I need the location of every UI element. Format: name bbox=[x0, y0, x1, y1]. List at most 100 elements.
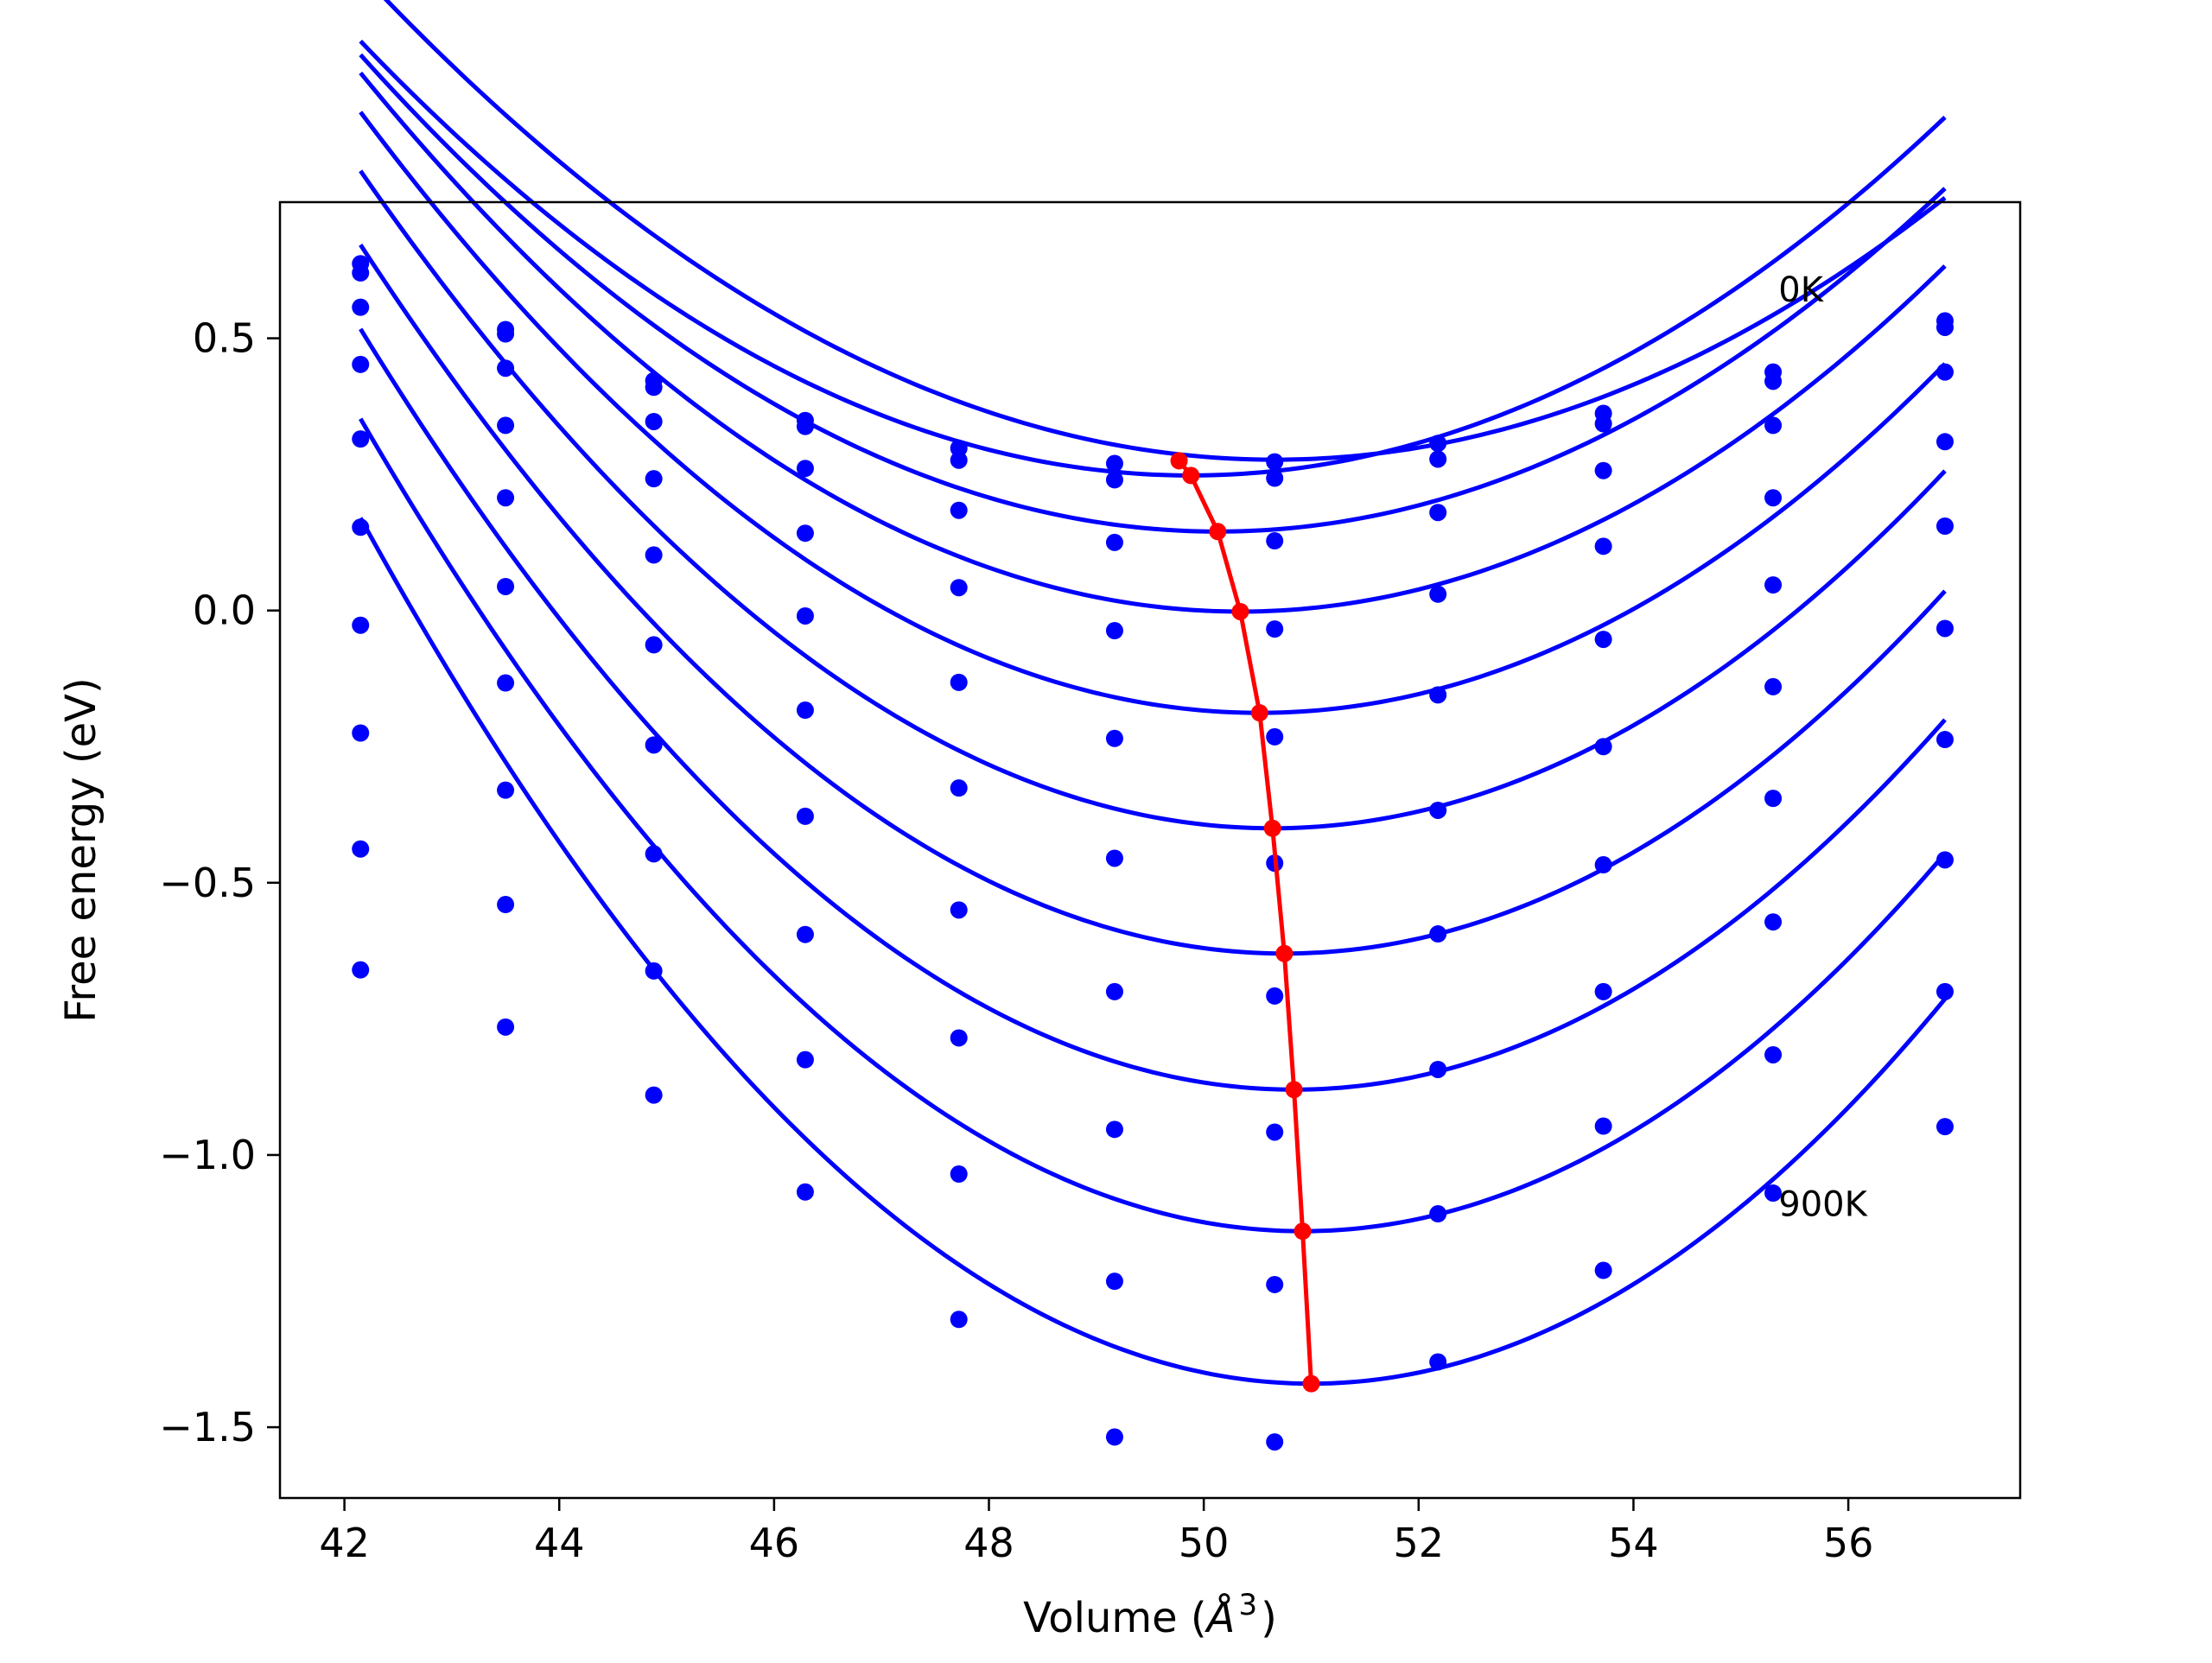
data-point bbox=[645, 736, 663, 754]
data-point bbox=[1936, 731, 1954, 749]
y-tick-label: −1.5 bbox=[159, 1404, 256, 1450]
minimum-point bbox=[1275, 944, 1294, 962]
data-point bbox=[1936, 363, 1954, 381]
data-point bbox=[352, 518, 370, 536]
data-point bbox=[796, 1183, 814, 1201]
annotation-0k: 0K bbox=[1778, 270, 1824, 310]
data-point bbox=[1936, 433, 1954, 451]
data-point bbox=[1429, 1353, 1447, 1371]
data-point bbox=[1764, 372, 1783, 390]
data-point bbox=[1594, 1117, 1612, 1135]
data-point bbox=[352, 616, 370, 634]
data-point bbox=[497, 359, 515, 378]
data-point bbox=[497, 416, 515, 435]
data-point bbox=[1105, 622, 1123, 640]
data-point bbox=[796, 1050, 814, 1069]
data-point bbox=[1105, 849, 1123, 867]
data-point bbox=[352, 355, 370, 373]
fit-curve-2 bbox=[359, 53, 1947, 534]
data-point bbox=[950, 673, 968, 691]
data-point bbox=[1764, 677, 1783, 695]
y-tick-label: −0.5 bbox=[159, 860, 256, 906]
fit-curve-0 bbox=[383, 0, 1947, 462]
data-point bbox=[1429, 435, 1447, 453]
data-point bbox=[1266, 620, 1284, 638]
data-point bbox=[1936, 851, 1954, 869]
data-point bbox=[645, 636, 663, 654]
minimum-point bbox=[1263, 819, 1281, 837]
data-point bbox=[497, 325, 515, 343]
data-point bbox=[950, 439, 968, 457]
labels-layer: 42 44 46 48 50 52 54 56 0.5 0.0 −0.5 −1.0 −1.5 Volume… bbox=[57, 270, 1873, 1642]
plot-frame bbox=[278, 200, 2022, 1500]
data-point bbox=[950, 579, 968, 597]
data-point bbox=[1594, 631, 1612, 649]
data-point bbox=[1105, 729, 1123, 747]
x-axis-label-unit: Å bbox=[1205, 1593, 1236, 1642]
data-point bbox=[645, 845, 663, 863]
data-point bbox=[1594, 537, 1612, 555]
data-point bbox=[1936, 619, 1954, 638]
data-point bbox=[1764, 416, 1783, 435]
data-point bbox=[1429, 585, 1447, 603]
data-point bbox=[1105, 982, 1123, 1000]
data-point bbox=[950, 501, 968, 519]
minimum-point bbox=[1231, 602, 1249, 620]
minimum-point bbox=[1182, 467, 1200, 485]
data-point bbox=[1936, 517, 1954, 535]
data-point bbox=[1429, 801, 1447, 819]
minima-path-layer bbox=[1170, 452, 1320, 1393]
data-point bbox=[1764, 1045, 1783, 1063]
x-tick-label: 42 bbox=[319, 1520, 370, 1566]
data-points-layer bbox=[352, 255, 1954, 1451]
fit-curve-9 bbox=[359, 517, 1947, 1387]
x-axis-label-text: Volume ( bbox=[1023, 1594, 1207, 1642]
data-point bbox=[645, 962, 663, 980]
data-point bbox=[1764, 790, 1783, 808]
axes-layer bbox=[267, 200, 2022, 1511]
minimum-point bbox=[1250, 704, 1268, 722]
data-point bbox=[1105, 1120, 1123, 1139]
y-tick-label: −1.0 bbox=[159, 1132, 256, 1178]
data-point bbox=[645, 1086, 663, 1104]
data-point bbox=[1105, 533, 1123, 551]
data-point bbox=[1266, 727, 1284, 746]
data-point bbox=[1764, 1184, 1783, 1203]
data-point bbox=[1429, 1205, 1447, 1223]
data-point bbox=[645, 412, 663, 430]
data-point bbox=[1429, 504, 1447, 522]
data-point bbox=[497, 674, 515, 692]
data-point bbox=[796, 925, 814, 943]
data-point bbox=[796, 701, 814, 720]
data-point bbox=[1429, 1060, 1447, 1078]
x-tick-label: 46 bbox=[749, 1520, 800, 1566]
data-point bbox=[1266, 1123, 1284, 1141]
x-axis-label-close: ) bbox=[1261, 1594, 1277, 1642]
minimum-point bbox=[1302, 1374, 1320, 1393]
fit-curves-layer bbox=[359, 0, 1947, 1387]
x-tick-label: 56 bbox=[1823, 1520, 1874, 1566]
x-axis-label: Volume (Å 3) bbox=[1023, 1588, 1277, 1642]
data-point bbox=[1936, 318, 1954, 336]
data-point bbox=[645, 546, 663, 564]
data-point bbox=[1936, 982, 1954, 1000]
data-point bbox=[352, 430, 370, 448]
data-point bbox=[1594, 415, 1612, 433]
data-point bbox=[497, 896, 515, 914]
y-tick-label: 0.5 bbox=[193, 315, 256, 362]
data-point bbox=[1105, 1428, 1123, 1446]
data-point bbox=[1266, 532, 1284, 550]
data-point bbox=[1594, 461, 1612, 479]
minimum-point bbox=[1285, 1081, 1303, 1099]
data-point bbox=[352, 298, 370, 316]
fit-curve-7 bbox=[359, 327, 1947, 1092]
x-tick-label: 52 bbox=[1394, 1520, 1445, 1566]
fit-curve-8 bbox=[359, 417, 1947, 1234]
fit-curve-3 bbox=[359, 71, 1947, 614]
data-point bbox=[352, 724, 370, 742]
data-point bbox=[796, 807, 814, 825]
fit-curve-1 bbox=[359, 39, 1947, 478]
data-point bbox=[1266, 453, 1284, 471]
x-tick-label: 48 bbox=[963, 1520, 1014, 1566]
